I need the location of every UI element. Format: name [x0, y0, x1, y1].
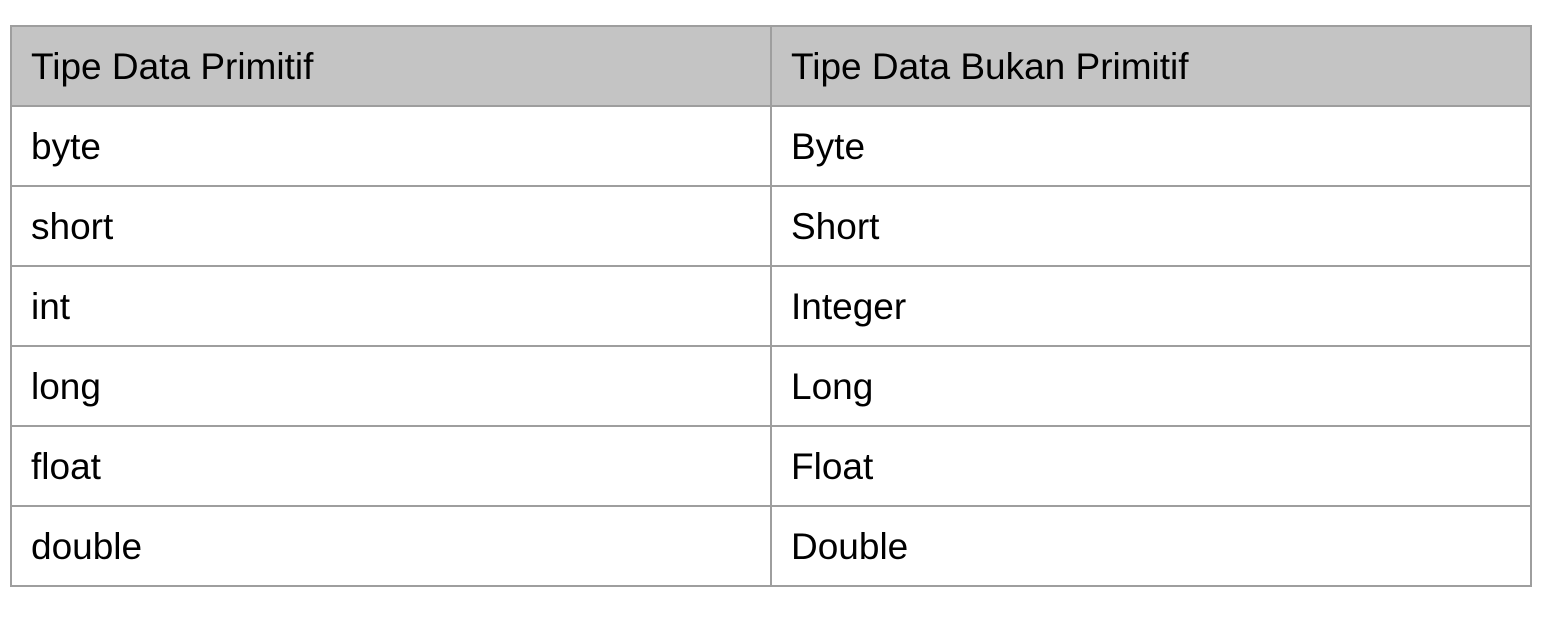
cell-non-primitive: Integer: [770, 265, 1532, 347]
header-cell-primitive: Tipe Data Primitif: [10, 25, 772, 107]
cell-primitive: int: [10, 265, 772, 347]
cell-primitive: float: [10, 425, 772, 507]
cell-non-primitive: Float: [770, 425, 1532, 507]
cell-non-primitive: Byte: [770, 105, 1532, 187]
table-body: byte Byte short Short int Integer long L…: [10, 105, 1532, 587]
cell-primitive: double: [10, 505, 772, 587]
table-row: byte Byte: [10, 105, 1532, 187]
cell-primitive: short: [10, 185, 772, 267]
header-cell-non-primitive: Tipe Data Bukan Primitif: [770, 25, 1532, 107]
cell-primitive: byte: [10, 105, 772, 187]
table-row: int Integer: [10, 265, 1532, 347]
header-row: Tipe Data Primitif Tipe Data Bukan Primi…: [10, 25, 1532, 107]
cell-non-primitive: Short: [770, 185, 1532, 267]
table-row: long Long: [10, 345, 1532, 427]
cell-primitive: long: [10, 345, 772, 427]
table-row: double Double: [10, 505, 1532, 587]
table-row: short Short: [10, 185, 1532, 267]
data-type-table: Tipe Data Primitif Tipe Data Bukan Primi…: [10, 25, 1532, 587]
table-row: float Float: [10, 425, 1532, 507]
cell-non-primitive: Long: [770, 345, 1532, 427]
cell-non-primitive: Double: [770, 505, 1532, 587]
table-header: Tipe Data Primitif Tipe Data Bukan Primi…: [10, 25, 1532, 107]
